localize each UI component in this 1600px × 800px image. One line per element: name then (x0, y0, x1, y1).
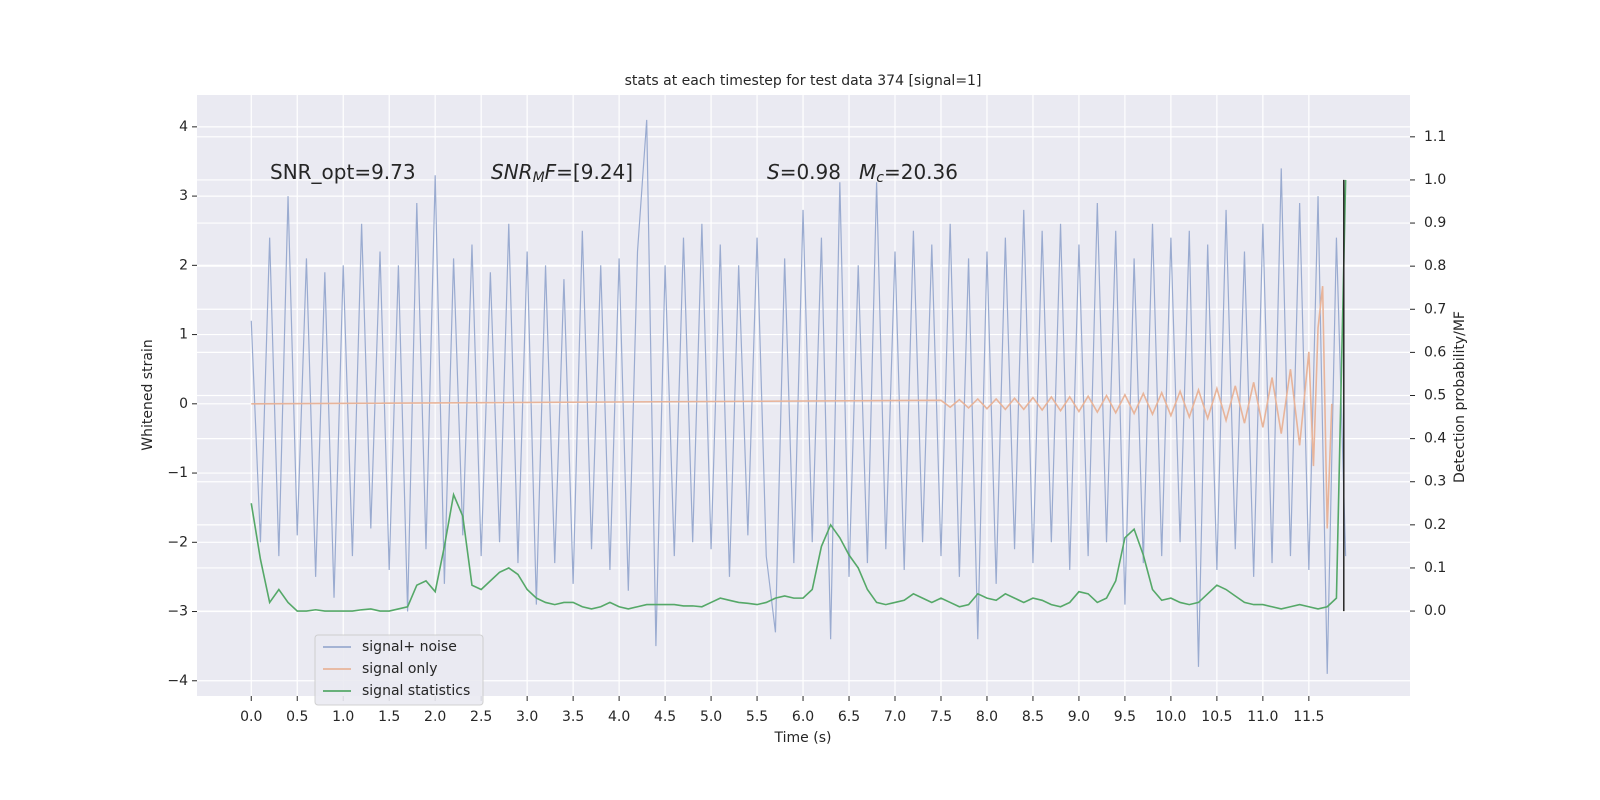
legend-label: signal only (362, 661, 437, 677)
annotation: S=0.98 (767, 160, 841, 184)
x-tick-label: 11.0 (1247, 709, 1278, 725)
x-tick-label: 4.5 (654, 709, 676, 725)
x-tick-label: 1.0 (332, 709, 354, 725)
y2-tick-label: 0.9 (1424, 215, 1446, 231)
annotation-part: =20.36 (884, 160, 958, 184)
y2-tick-label: 1.1 (1424, 129, 1446, 145)
y-tick-label: 3 (179, 188, 188, 204)
y-tick-label: 0 (179, 396, 188, 412)
y-tick-label: 1 (179, 327, 188, 343)
annotation-part: M (533, 170, 545, 186)
y2-tick-label: 0.3 (1424, 474, 1446, 490)
annotation: SNRMF=[9.24] (491, 160, 633, 187)
x-tick-label: 4.0 (608, 709, 630, 725)
x-tick-label: 3.5 (562, 709, 584, 725)
legend-label: signal statistics (362, 683, 470, 699)
annotation-part: S (767, 160, 780, 184)
y2-tick-label: 0.2 (1424, 517, 1446, 533)
x-tick-label: 7.5 (930, 709, 952, 725)
x-tick-label: 0.0 (240, 709, 262, 725)
annotation-part: M (859, 160, 876, 184)
y2-tick-label: 0.0 (1424, 603, 1446, 619)
x-tick-label: 2.0 (424, 709, 446, 725)
x-tick-label: 1.5 (378, 709, 400, 725)
series-line (250, 179, 1347, 612)
y2-tick-label: 0.7 (1424, 301, 1446, 317)
y-tick-label: 2 (179, 257, 188, 273)
y-tick-label: 4 (179, 119, 188, 135)
y-tick-label: −1 (167, 465, 188, 481)
annotation-part: F (545, 160, 557, 184)
x-tick-label: 10.0 (1155, 709, 1186, 725)
x-axis-label: Time (s) (774, 730, 832, 746)
x-tick-label: 9.0 (1068, 709, 1090, 725)
y2-tick-label: 0.5 (1424, 388, 1446, 404)
series-line (251, 286, 1333, 529)
annotation-part: =0.98 (780, 160, 841, 184)
x-tick-label: 2.5 (470, 709, 492, 725)
legend-box (314, 634, 484, 706)
x-tick-label: 3.0 (516, 709, 538, 725)
x-tick-label: 10.5 (1201, 709, 1232, 725)
x-tick-label: 5.5 (746, 709, 768, 725)
annotation-part: =[9.24] (556, 160, 633, 184)
legend: signal+ noise signal only signal statistic… (314, 634, 484, 706)
annotation-part: SNR_opt=9.73 (270, 160, 416, 184)
annotation: Mc=20.36 (859, 160, 958, 187)
x-tick-label: 0.5 (286, 709, 308, 725)
y-tick-label: −2 (167, 534, 188, 550)
y2-tick-label: 0.4 (1424, 431, 1446, 447)
legend-label: signal+ noise (362, 639, 457, 655)
series-line (250, 119, 1347, 674)
marks (250, 119, 1347, 674)
x-tick-label: 9.5 (1114, 709, 1136, 725)
annotation: SNR_opt=9.73 (270, 160, 416, 184)
x-tick-label: 5.0 (700, 709, 722, 725)
y2-tick-label: 0.6 (1424, 344, 1446, 360)
y2-tick-label: 1.0 (1424, 172, 1446, 188)
y2-tick-label: 0.8 (1424, 258, 1446, 274)
annotation-part: SNR (491, 160, 533, 184)
annotation-part: c (876, 170, 884, 186)
y2-axis-label: Detection probability/MF (1452, 311, 1468, 483)
y-tick-label: −3 (167, 604, 188, 620)
chart-title: stats at each timestep for test data 374… (625, 73, 982, 89)
x-tick-label: 6.0 (792, 709, 814, 725)
y-tick-label: −4 (167, 673, 188, 689)
x-tick-label: 8.0 (976, 709, 998, 725)
x-tick-label: 8.5 (1022, 709, 1044, 725)
y2-tick-label: 0.1 (1424, 560, 1446, 576)
x-tick-label: 7.0 (884, 709, 906, 725)
x-tick-label: 6.5 (838, 709, 860, 725)
y-axis-label: Whitened strain (140, 339, 156, 450)
x-tick-label: 11.5 (1293, 709, 1324, 725)
